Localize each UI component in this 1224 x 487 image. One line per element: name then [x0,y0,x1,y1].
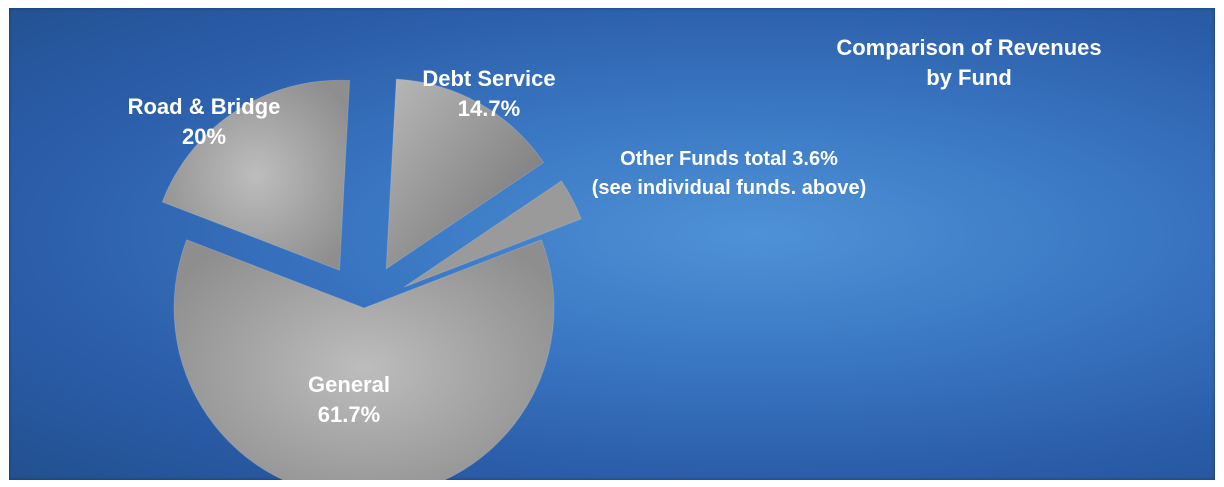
chart-title-line-1: Comparison of Revenues [836,35,1102,60]
slice-label-general-value: 61.7% [317,402,381,427]
slice-label-debt-service: Debt Service 14.7% [394,64,584,124]
slice-label-road-bridge: Road & Bridge 20% [99,92,309,152]
slice-debt-service [385,78,545,270]
slice-label-other-funds-name: Other Funds total 3.6% [620,148,838,170]
slice-general [173,239,555,480]
slice-label-other-funds-value: (see individual funds. above) [591,177,867,199]
slice-label-other-funds: Other Funds total 3.6% (see individual f… [549,145,909,203]
slice-label-general: General 61.7% [279,370,419,430]
slice-other-funds [403,180,582,288]
slice-label-debt-service-name: Debt Service [422,66,556,91]
slice-label-road-bridge-value: 20% [181,124,227,149]
slice-label-road-bridge-name: Road & Bridge [127,94,281,119]
slice-label-debt-service-value: 14.7% [457,96,521,121]
chart-panel: Comparison of Revenues by Fund General 6… [9,8,1215,480]
pie-chart [161,78,582,480]
slice-label-general-name: General [308,372,390,397]
chart-title-line-2: by Fund [926,65,1012,90]
slice-road-bridge [161,79,351,271]
chart-title: Comparison of Revenues by Fund [799,33,1139,93]
